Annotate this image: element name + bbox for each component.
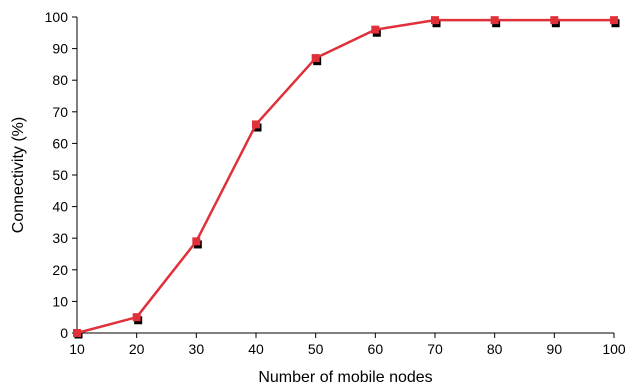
y-tick-label: 50 [52, 167, 68, 183]
y-tick-label: 30 [52, 230, 68, 246]
data-point [311, 54, 320, 63]
x-tick-label: 100 [602, 341, 626, 357]
data-point [192, 237, 201, 246]
x-axis-title: Number of mobile nodes [258, 369, 432, 386]
x-tick-label: 70 [427, 341, 443, 357]
y-tick-label: 60 [52, 135, 68, 151]
data-point [431, 16, 439, 25]
y-tick-label: 0 [60, 325, 68, 341]
data-point [610, 16, 618, 25]
data-point [73, 329, 81, 337]
series-layer [73, 16, 620, 339]
x-ticks: 10 20 30 40 50 60 70 80 90 100 [69, 333, 626, 357]
y-axis-title: Connectivity (%) [10, 117, 27, 233]
series-1 [73, 16, 618, 337]
x-tick-label: 20 [129, 341, 145, 357]
y-tick-label: 70 [52, 104, 68, 120]
x-tick-label: 30 [189, 341, 205, 357]
x-tick-label: 80 [487, 341, 503, 357]
data-point [132, 313, 141, 322]
x-tick-label: 60 [368, 341, 384, 357]
axes: 10 20 30 40 50 60 70 80 90 100 010203040506070809… [45, 9, 626, 357]
y-tick-label: 40 [52, 199, 68, 215]
x-tick-label: 40 [248, 341, 264, 357]
y-tick-label: 90 [52, 41, 68, 57]
data-point [550, 16, 559, 25]
y-tick-label: 20 [52, 262, 68, 278]
series-line [76, 18, 614, 335]
data-point [252, 120, 260, 129]
data-point [490, 16, 499, 25]
y-tick-label: 100 [45, 9, 69, 25]
y-ticks: 0 10 20 30 40 50 60 70 80 90 100 [45, 9, 77, 341]
x-tick-label: 90 [547, 341, 563, 357]
x-tick-label: 50 [308, 341, 324, 357]
y-tick-label: 80 [52, 72, 68, 88]
data-point [371, 25, 380, 34]
x-tick-label: 10 [69, 341, 85, 357]
y-tick-label: 10 [52, 293, 68, 309]
